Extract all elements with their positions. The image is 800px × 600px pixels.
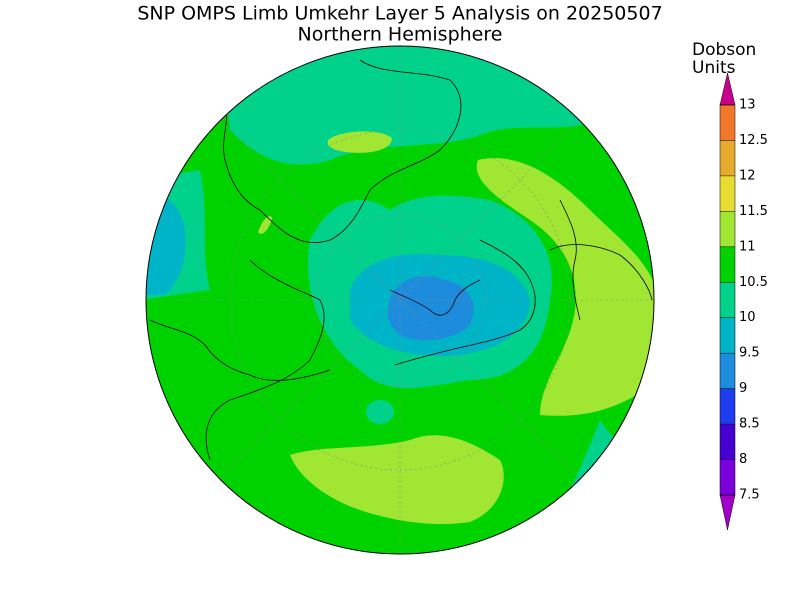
colorbar-under xyxy=(719,494,736,531)
colorbar-bin xyxy=(720,353,735,389)
colorbar-label: Dobson xyxy=(692,40,756,60)
field-8-5 xyxy=(387,276,474,341)
field-9-5 xyxy=(220,46,600,165)
colorbar-tick-label: 12.5 xyxy=(739,133,768,148)
colorbar-tick-label: 11 xyxy=(739,239,756,254)
map-border xyxy=(145,45,655,555)
colorbar-tick-label: 12 xyxy=(739,168,756,183)
map-subtitle: Northern Hemisphere xyxy=(298,24,503,46)
colorbar-bin xyxy=(720,424,735,460)
colorbar-bin xyxy=(720,246,735,283)
ozone-map xyxy=(146,46,654,554)
map-title: SNP OMPS Limb Umkehr Layer 5 Analysis on… xyxy=(137,3,662,25)
field-9-5 xyxy=(366,400,394,424)
colorbar-bin xyxy=(720,140,735,176)
colorbar-bin xyxy=(720,388,735,425)
field-10-5 xyxy=(258,215,272,234)
colorbar-tick-label: 8.5 xyxy=(739,417,760,432)
colorbar-label: Units xyxy=(692,58,736,78)
colorbar-bin xyxy=(720,459,735,495)
colorbar-bin xyxy=(720,211,735,247)
field-10-5 xyxy=(290,435,504,525)
colorbar-tick-label: 13 xyxy=(739,98,756,113)
colorbar-tick-label: 10.5 xyxy=(739,275,768,290)
graticule xyxy=(146,46,654,554)
colorbar-tick-label: 11.5 xyxy=(739,204,768,219)
colorbar-bin xyxy=(720,282,735,318)
colorbar-frame xyxy=(719,104,736,496)
colorbar-tick-label: 9 xyxy=(739,381,747,396)
colorbar-bin xyxy=(720,175,735,212)
colorbar-tick-label: 7.5 xyxy=(739,488,760,503)
colorbar-tick-label: 8 xyxy=(739,452,747,467)
colorbar-tick-label: 9.5 xyxy=(739,346,760,361)
coastlines xyxy=(149,59,653,461)
field-10-5 xyxy=(327,131,392,153)
colorbar-bin xyxy=(720,317,735,354)
colorbar-bin xyxy=(720,105,735,141)
colorbar-tick-label: 10 xyxy=(739,310,756,325)
field-10-5 xyxy=(476,158,654,416)
